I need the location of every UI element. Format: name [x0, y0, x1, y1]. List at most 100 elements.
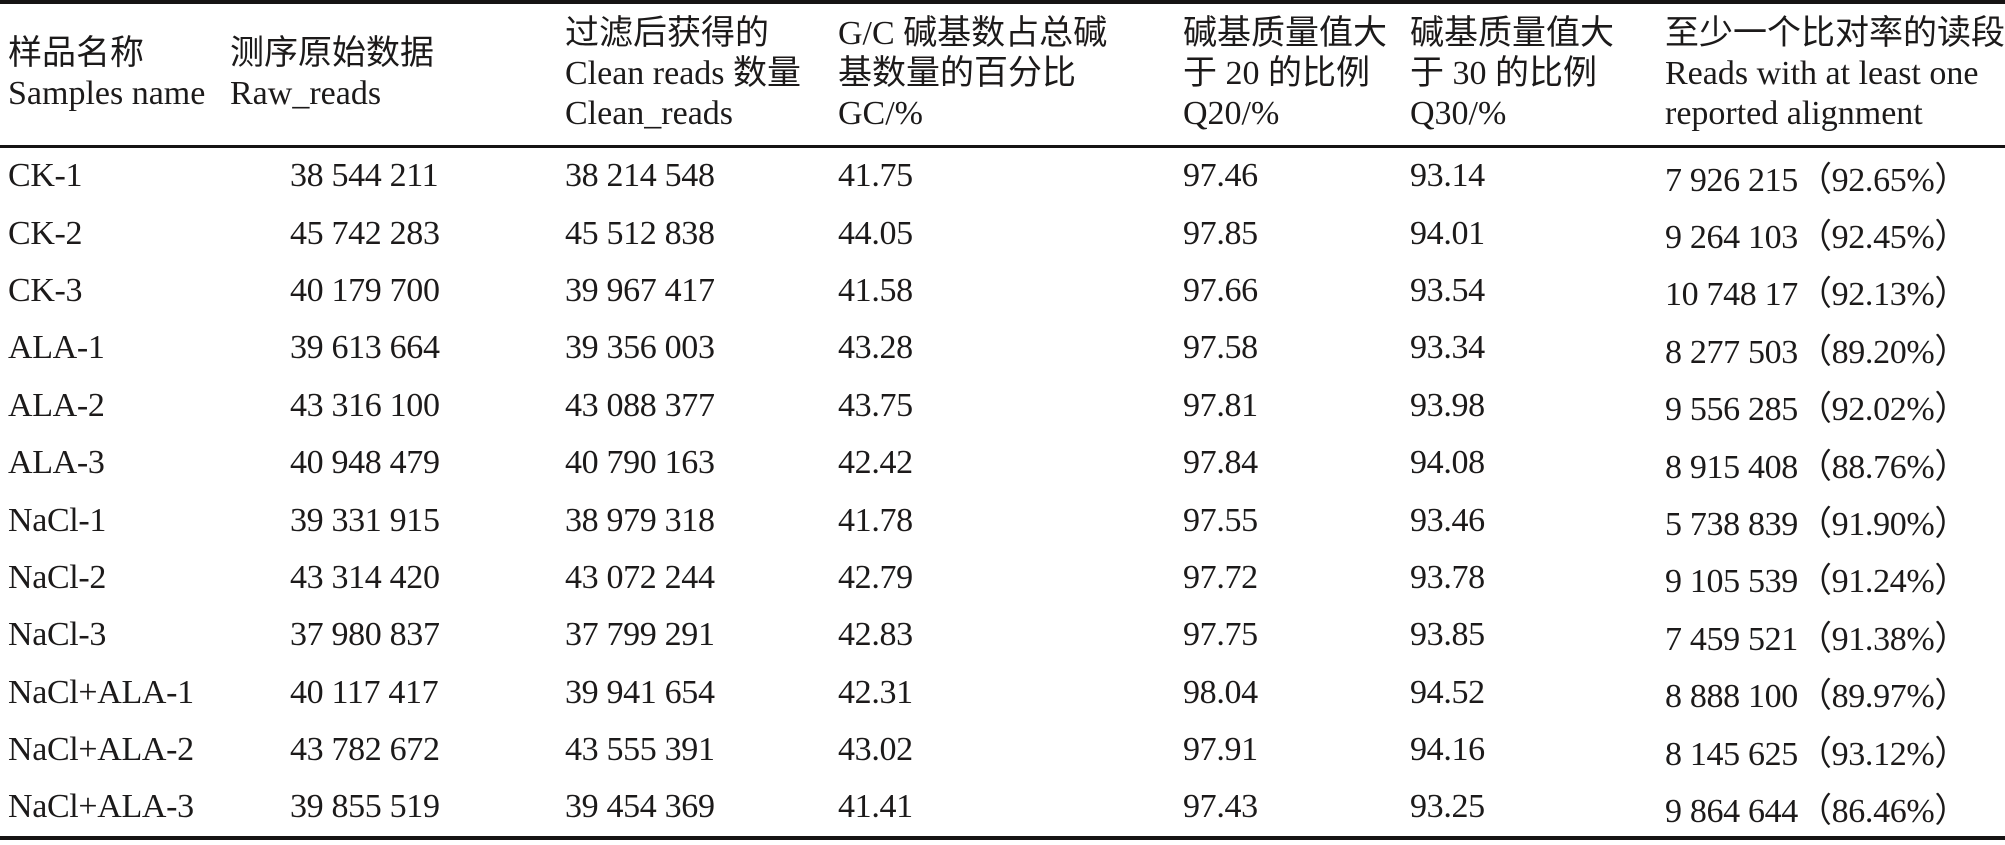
cell-clean-reads: 39 454 369: [565, 788, 715, 826]
col-header-samples-name: 样品名称 Samples name: [0, 2, 222, 148]
cell-sample: NaCl+ALA-3: [8, 788, 194, 826]
table-row: NaCl-1 39 331 915 38 979 318 41.78 97.55 93.4…: [0, 492, 2005, 549]
cell-gc: 43.75: [838, 386, 913, 424]
cell-q20: 97.75: [1183, 616, 1258, 654]
cell-alignment: 9 264 103（92.45%）: [1665, 219, 1969, 257]
cell-sample: NaCl-1: [8, 501, 107, 539]
header-line-zh: 过滤后获得的: [565, 15, 769, 53]
header-line-en: Q30/%: [1410, 95, 1507, 133]
cell-alignment: 7 926 215（92.65%）: [1665, 161, 1969, 199]
header-line-zh: 至少一个比对率的读段: [1665, 15, 2005, 53]
cell-q30: 93.14: [1410, 157, 1485, 195]
cell-clean-reads: 37 799 291: [565, 616, 715, 654]
cell-q20: 97.55: [1183, 501, 1258, 539]
cell-alignment: 9 864 644（86.46%）: [1665, 792, 1969, 830]
table-row: NaCl-2 43 314 420 43 072 244 42.79 97.72 93.7…: [0, 549, 2005, 606]
header-line-en: Samples name: [8, 75, 206, 113]
cell-q20: 97.81: [1183, 386, 1258, 424]
header-line-zh: 碱基质量值大: [1183, 15, 1387, 53]
cell-clean-reads: 43 555 391: [565, 731, 715, 769]
cell-sample: NaCl-3: [8, 616, 107, 654]
table-row: NaCl+ALA-1 40 117 417 39 941 654 42.31 98.04…: [0, 664, 2005, 721]
table-row: NaCl-3 37 980 837 37 799 291 42.83 97.75 93.8…: [0, 607, 2005, 664]
header-line-en: Q20/%: [1183, 95, 1280, 133]
cell-sample: NaCl+ALA-2: [8, 731, 194, 769]
cell-sample: CK-3: [8, 271, 83, 309]
table-row: NaCl+ALA-3 39 855 519 39 454 369 41.41 97.43…: [0, 779, 2005, 838]
col-header-gc-percent: G/C 碱基数占总碱 基数量的百分比 GC/%: [830, 2, 1175, 148]
header-line-zh: Clean reads 数量: [565, 55, 802, 93]
cell-alignment: 9 105 539（91.24%）: [1665, 563, 1969, 601]
cell-q30: 93.85: [1410, 616, 1485, 654]
cell-alignment: 9 556 285（92.02%）: [1665, 391, 1969, 429]
cell-alignment: 7 459 521（91.38%）: [1665, 620, 1969, 658]
cell-q30: 93.54: [1410, 271, 1485, 309]
cell-q30: 93.46: [1410, 501, 1485, 539]
header-row: 样品名称 Samples name 测序原始数据 Raw_reads 过滤后获得…: [0, 2, 2005, 148]
cell-raw-reads: 39 613 664: [290, 329, 440, 367]
cell-clean-reads: 43 072 244: [565, 558, 715, 596]
table-row: CK-1 38 544 211 38 214 548 41.75 97.46 93.14 7…: [0, 146, 2005, 205]
cell-q20: 97.85: [1183, 214, 1258, 252]
cell-sample: CK-1: [8, 157, 83, 195]
cell-alignment: 8 915 408（88.76%）: [1665, 448, 1969, 486]
cell-raw-reads: 40 117 417: [290, 673, 439, 711]
cell-sample: NaCl-2: [8, 558, 107, 596]
cell-clean-reads: 39 941 654: [565, 673, 715, 711]
header-line-en: reported alignment: [1665, 95, 1923, 133]
cell-q20: 97.72: [1183, 558, 1258, 596]
table-row: CK-2 45 742 283 45 512 838 44.05 97.85 94.01 9…: [0, 205, 2005, 262]
cell-raw-reads: 37 980 837: [290, 616, 440, 654]
cell-q20: 97.66: [1183, 271, 1258, 309]
header-line-zh: G/C 碱基数占总碱: [838, 15, 1108, 53]
header-line-zh: 于 20 的比例: [1183, 55, 1370, 93]
cell-alignment: 10 748 17（92.13%）: [1665, 276, 1969, 314]
col-header-clean-reads: 过滤后获得的 Clean reads 数量 Clean_reads: [557, 2, 830, 148]
cell-q20: 97.43: [1183, 788, 1258, 826]
cell-gc: 41.58: [838, 271, 913, 309]
header-line-zh: 基数量的百分比: [838, 55, 1076, 93]
cell-sample: ALA-1: [8, 329, 105, 367]
cell-q30: 93.78: [1410, 558, 1485, 596]
cell-raw-reads: 43 316 100: [290, 386, 440, 424]
col-header-q20: 碱基质量值大 于 20 的比例 Q20/%: [1175, 2, 1402, 148]
cell-alignment: 5 738 839（91.90%）: [1665, 506, 1969, 544]
cell-sample: CK-2: [8, 214, 83, 252]
cell-gc: 42.83: [838, 616, 913, 654]
header-line-zh: 碱基质量值大: [1410, 15, 1614, 53]
header-line-zh: 测序原始数据: [230, 35, 434, 73]
cell-clean-reads: 43 088 377: [565, 386, 715, 424]
cell-clean-reads: 39 356 003: [565, 329, 715, 367]
cell-clean-reads: 38 979 318: [565, 501, 715, 539]
table-header: 样品名称 Samples name 测序原始数据 Raw_reads 过滤后获得…: [0, 2, 2005, 148]
header-line-zh: 样品名称: [8, 35, 144, 73]
cell-raw-reads: 40 179 700: [290, 271, 440, 309]
table-row: NaCl+ALA-2 43 782 672 43 555 391 43.02 97.91…: [0, 721, 2005, 778]
header-line-en: Clean_reads: [565, 95, 734, 133]
cell-gc: 43.28: [838, 329, 913, 367]
cell-q30: 94.01: [1410, 214, 1485, 252]
cell-sample: NaCl+ALA-1: [8, 673, 194, 711]
cell-q20: 97.58: [1183, 329, 1258, 367]
cell-clean-reads: 40 790 163: [565, 444, 715, 482]
cell-raw-reads: 39 331 915: [290, 501, 440, 539]
cell-q30: 93.34: [1410, 329, 1485, 367]
cell-alignment: 8 888 100（89.97%）: [1665, 678, 1969, 716]
cell-sample: ALA-3: [8, 444, 105, 482]
table-body: CK-1 38 544 211 38 214 548 41.75 97.46 93.14 7…: [0, 146, 2005, 838]
cell-gc: 41.41: [838, 788, 913, 826]
cell-q20: 98.04: [1183, 673, 1258, 711]
cell-gc: 41.78: [838, 501, 913, 539]
cell-q20: 97.84: [1183, 444, 1258, 482]
cell-raw-reads: 40 948 479: [290, 444, 440, 482]
cell-q30: 94.08: [1410, 444, 1485, 482]
cell-gc: 42.31: [838, 673, 913, 711]
col-header-reported-alignment: 至少一个比对率的读段 Reads with at least one repor…: [1657, 2, 2005, 148]
table-row: ALA-1 39 613 664 39 356 003 43.28 97.58 93.34…: [0, 320, 2005, 377]
cell-q30: 93.98: [1410, 386, 1485, 424]
cell-q30: 94.16: [1410, 731, 1485, 769]
cell-raw-reads: 43 314 420: [290, 558, 440, 596]
cell-raw-reads: 38 544 211: [290, 157, 439, 195]
cell-q30: 94.52: [1410, 673, 1485, 711]
cell-sample: ALA-2: [8, 386, 105, 424]
